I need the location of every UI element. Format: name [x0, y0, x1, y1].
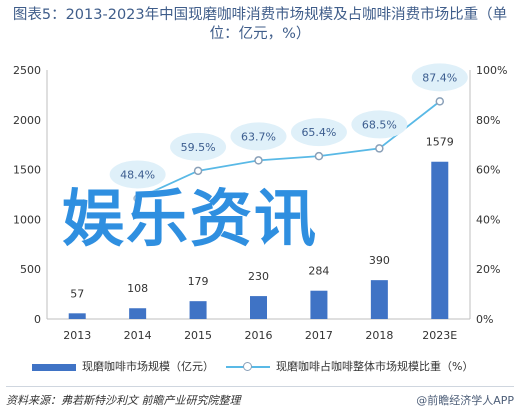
- bar-value-label: 390: [369, 254, 390, 267]
- line-point: [133, 194, 142, 203]
- source-note: 资料来源：弗若斯特沙利文 前瞻产业研究院整理: [6, 394, 241, 407]
- y-right-tick-label: 80%: [476, 114, 500, 127]
- line-label-bubble: [290, 118, 347, 147]
- x-tick-label: 2014: [124, 329, 152, 342]
- bar-value-label: 179: [188, 275, 209, 288]
- x-tick-label: 2023E: [422, 329, 457, 342]
- line-label-bubble: [109, 160, 166, 189]
- legend-label-bar: 现磨咖啡市场规模（亿元）: [82, 360, 214, 373]
- bar-value-label: 230: [248, 270, 269, 283]
- chart-plot: 0 500 1000 1500 2000 2500 0% 20% 40% 60% 80% 100% 57…: [13, 63, 507, 342]
- x-tick-label: 2015: [184, 329, 212, 342]
- x-tick-label: 2018: [365, 329, 393, 342]
- legend-swatch-bar: [32, 363, 76, 371]
- line-point: [254, 156, 263, 165]
- line-label-bubble: [170, 132, 227, 161]
- legend-item-bar[interactable]: 现磨咖啡市场规模（亿元）: [32, 358, 214, 374]
- legend-label-line: 现磨咖啡占咖啡整体市场规模比重（%）: [276, 360, 474, 373]
- chart-legend: 现磨咖啡市场规模（亿元） 现磨咖啡占咖啡整体市场规模比重（%）: [30, 355, 510, 377]
- legend-swatch-line: [226, 362, 270, 372]
- y-right-tick-label: 20%: [476, 263, 500, 276]
- chart-title: 图表5：2013-2023年中国现磨咖啡消费市场规模及占咖啡消费市场比重（单位：…: [12, 7, 508, 42]
- y-right-tick-label: 40%: [476, 213, 500, 226]
- bar: [310, 290, 328, 319]
- y-left-tick-label: 1000: [13, 213, 41, 226]
- watermark-text: 娱乐资讯: [62, 182, 319, 255]
- line-value-label: 59.5%: [181, 141, 216, 154]
- y-right-tick-label: 60%: [476, 164, 500, 177]
- line-point: [193, 166, 203, 176]
- bar: [370, 280, 388, 319]
- y-left-tick-label: 500: [20, 263, 41, 276]
- bar-value-label: 1579: [426, 136, 454, 149]
- bar-value-label: 284: [308, 265, 329, 278]
- bar: [189, 301, 207, 319]
- brand-label: @前瞻经济学人APP: [416, 394, 514, 407]
- line-value-label: 68.5%: [362, 118, 397, 131]
- x-tick-label: 2013: [63, 329, 91, 342]
- bar: [250, 296, 267, 319]
- line-value-label: 65.4%: [301, 126, 336, 139]
- y-left-tick-label: 0: [34, 313, 41, 326]
- bar: [68, 313, 86, 319]
- x-tick-label: 2017: [305, 329, 333, 342]
- y-right-tick-label: 0%: [476, 313, 493, 326]
- line-value-label: 48.4%: [120, 168, 155, 181]
- y-left-tick-label: 1500: [13, 164, 41, 177]
- bar-value-label: 57: [70, 287, 84, 300]
- bar-value-label: 108: [127, 282, 148, 295]
- bar: [129, 308, 147, 319]
- line-series: [137, 100, 441, 200]
- line-point: [435, 97, 445, 106]
- legend-item-line[interactable]: 现磨咖啡占咖啡整体市场规模比重（%）: [226, 358, 473, 374]
- line-label-bubble: [351, 110, 408, 139]
- y-right-tick-label: 100%: [476, 64, 507, 77]
- line-value-label: 63.7%: [241, 130, 276, 143]
- line-point: [314, 151, 324, 161]
- y-left-tick-label: 2500: [13, 64, 41, 77]
- line-value-label: 87.4%: [422, 71, 457, 84]
- line-label-bubble: [411, 63, 468, 92]
- bar: [431, 161, 449, 319]
- x-tick-label: 2016: [245, 329, 273, 342]
- y-left-tick-label: 2000: [13, 114, 41, 127]
- line-point: [375, 144, 384, 153]
- line-label-bubble: [230, 122, 287, 151]
- footer: 资料来源：弗若斯特沙利文 前瞻产业研究院整理 @前瞻经济学人APP: [6, 386, 514, 409]
